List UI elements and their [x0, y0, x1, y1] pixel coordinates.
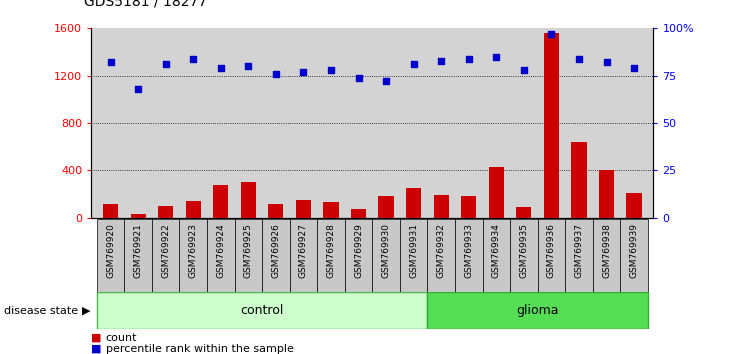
Text: GSM769927: GSM769927 — [299, 223, 308, 278]
Text: GSM769925: GSM769925 — [244, 223, 253, 278]
Text: GSM769931: GSM769931 — [409, 223, 418, 278]
Bar — [406, 188, 421, 218]
Point — [601, 59, 612, 65]
FancyBboxPatch shape — [427, 219, 455, 292]
FancyBboxPatch shape — [262, 219, 290, 292]
Text: ▶: ▶ — [82, 306, 91, 316]
Bar — [378, 196, 393, 218]
FancyBboxPatch shape — [234, 219, 262, 292]
Text: GSM769921: GSM769921 — [134, 223, 142, 278]
FancyBboxPatch shape — [400, 219, 427, 292]
Text: control: control — [240, 304, 284, 317]
FancyBboxPatch shape — [620, 219, 648, 292]
Text: GSM769924: GSM769924 — [216, 223, 226, 278]
Bar — [269, 204, 283, 218]
FancyBboxPatch shape — [565, 219, 593, 292]
FancyBboxPatch shape — [180, 219, 207, 292]
Bar — [572, 142, 586, 218]
Text: GDS5181 / 18277: GDS5181 / 18277 — [84, 0, 207, 9]
Bar — [599, 170, 614, 218]
Text: GSM769920: GSM769920 — [106, 223, 115, 278]
Text: GSM769937: GSM769937 — [575, 223, 583, 278]
Text: GSM769929: GSM769929 — [354, 223, 363, 278]
Text: GSM769930: GSM769930 — [382, 223, 391, 278]
Bar — [185, 201, 201, 218]
FancyBboxPatch shape — [510, 219, 537, 292]
FancyBboxPatch shape — [372, 219, 400, 292]
FancyBboxPatch shape — [124, 219, 152, 292]
Text: GSM769922: GSM769922 — [161, 223, 170, 278]
FancyBboxPatch shape — [290, 219, 318, 292]
Point — [491, 54, 502, 59]
Text: percentile rank within the sample: percentile rank within the sample — [106, 344, 293, 354]
Bar — [626, 193, 642, 218]
Text: GSM769936: GSM769936 — [547, 223, 556, 278]
Bar — [544, 33, 559, 218]
Point — [353, 75, 364, 80]
Bar — [516, 207, 531, 218]
Text: GSM769928: GSM769928 — [326, 223, 336, 278]
Text: GSM769935: GSM769935 — [519, 223, 529, 278]
Point — [408, 62, 420, 67]
Text: glioma: glioma — [516, 304, 559, 317]
Text: ■: ■ — [91, 344, 101, 354]
Text: count: count — [106, 333, 137, 343]
Text: GSM769923: GSM769923 — [188, 223, 198, 278]
Point — [132, 86, 144, 92]
Text: GSM769926: GSM769926 — [272, 223, 280, 278]
FancyBboxPatch shape — [427, 292, 648, 329]
FancyBboxPatch shape — [152, 219, 180, 292]
FancyBboxPatch shape — [97, 219, 124, 292]
Point — [463, 56, 474, 62]
Point — [215, 65, 226, 71]
Bar — [158, 206, 173, 218]
Point — [270, 71, 282, 76]
FancyBboxPatch shape — [97, 292, 427, 329]
FancyBboxPatch shape — [537, 219, 565, 292]
Point — [380, 79, 392, 84]
Bar — [131, 214, 146, 218]
FancyBboxPatch shape — [207, 219, 234, 292]
Text: disease state: disease state — [4, 306, 78, 316]
Point — [545, 31, 557, 37]
Bar — [434, 195, 449, 218]
Bar — [488, 167, 504, 218]
Point — [104, 59, 116, 65]
Bar — [213, 184, 228, 218]
Text: GSM769939: GSM769939 — [629, 223, 639, 278]
Point — [298, 69, 310, 75]
Point — [629, 65, 640, 71]
FancyBboxPatch shape — [318, 219, 345, 292]
Bar — [323, 202, 339, 218]
Text: ■: ■ — [91, 333, 101, 343]
FancyBboxPatch shape — [593, 219, 620, 292]
Bar — [296, 200, 311, 218]
Bar — [461, 196, 476, 218]
Bar — [241, 182, 256, 218]
FancyBboxPatch shape — [455, 219, 483, 292]
Text: GSM769934: GSM769934 — [492, 223, 501, 278]
Point — [160, 62, 172, 67]
Point — [242, 63, 254, 69]
Point — [188, 56, 199, 62]
Point — [325, 67, 337, 73]
FancyBboxPatch shape — [483, 219, 510, 292]
Bar — [103, 204, 118, 218]
Point — [573, 56, 585, 62]
Text: GSM769933: GSM769933 — [464, 223, 473, 278]
Text: GSM769932: GSM769932 — [437, 223, 446, 278]
Text: GSM769938: GSM769938 — [602, 223, 611, 278]
Point — [518, 67, 530, 73]
Point — [435, 58, 447, 63]
FancyBboxPatch shape — [345, 219, 372, 292]
Bar — [351, 210, 366, 218]
